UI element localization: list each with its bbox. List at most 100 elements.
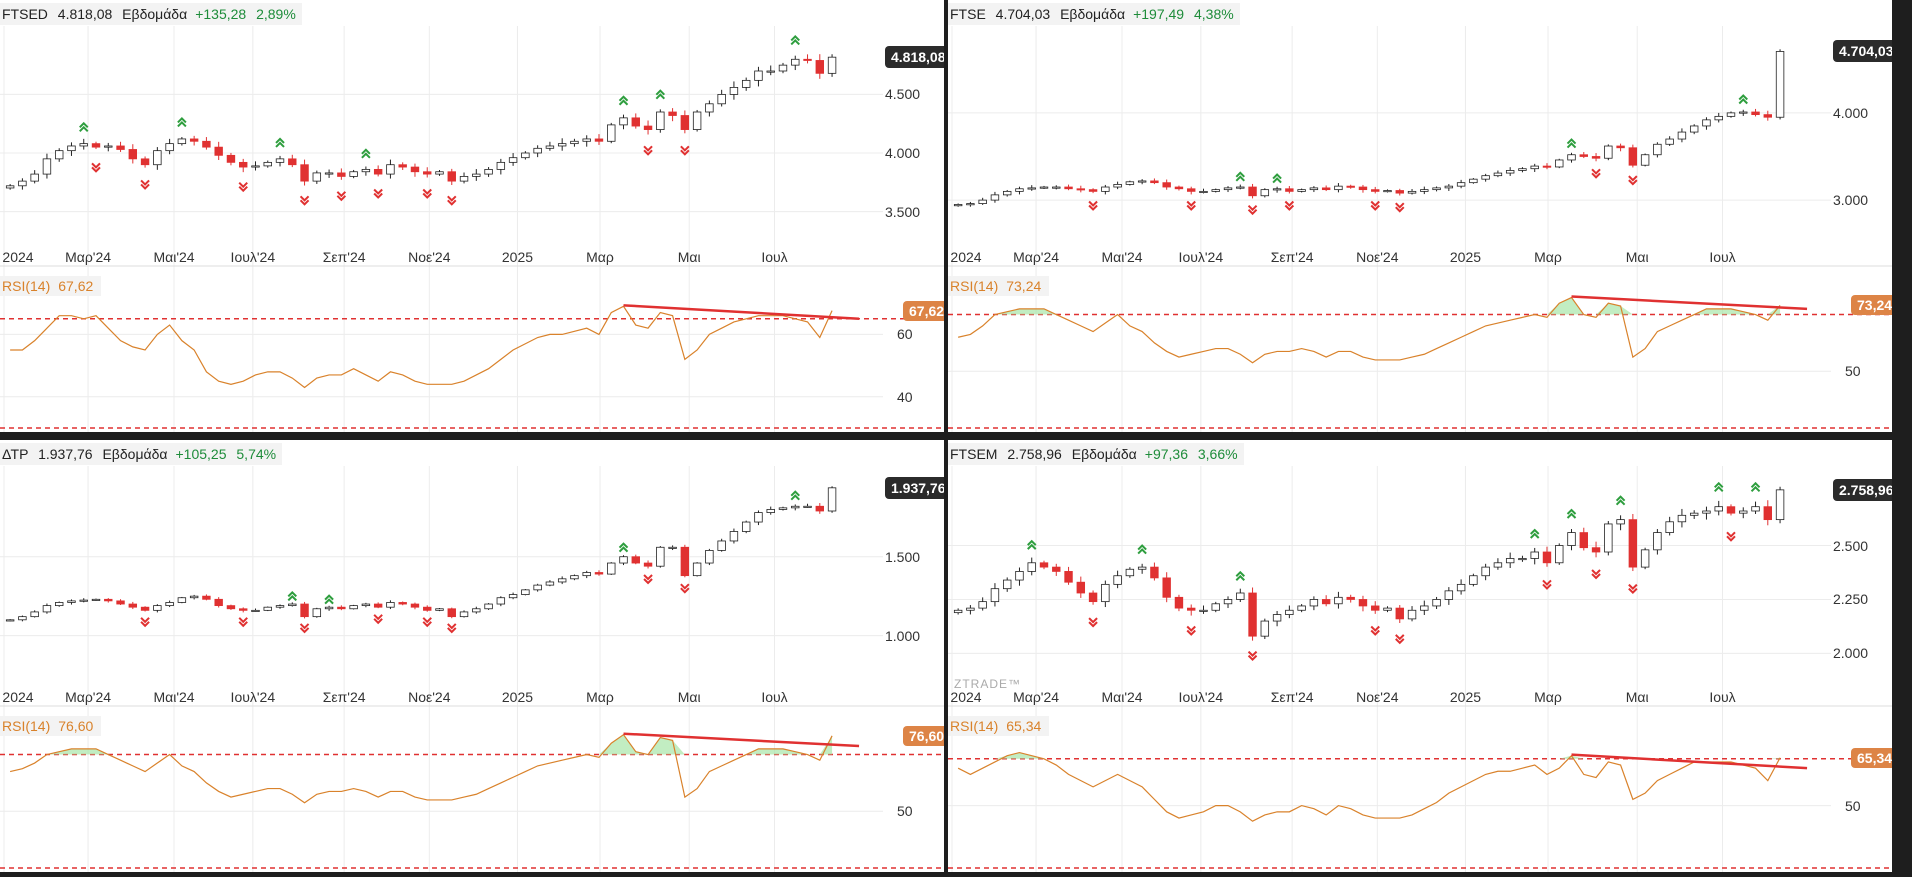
time-tick-label: Μαι'24 bbox=[153, 249, 195, 265]
last-price-label: 4.818,08 bbox=[57, 6, 113, 22]
candle-body bbox=[631, 556, 640, 564]
signal-down-arrow bbox=[1247, 650, 1258, 662]
candle-body bbox=[1334, 185, 1343, 191]
candle-body bbox=[116, 600, 125, 605]
candle-body bbox=[104, 598, 113, 602]
candle-body bbox=[1003, 190, 1012, 196]
candle-body bbox=[128, 603, 138, 608]
candle-body bbox=[656, 546, 665, 567]
candle-body bbox=[1309, 599, 1319, 607]
time-tick-label: Μαι bbox=[1625, 689, 1649, 705]
candle-body bbox=[668, 111, 677, 116]
candle-body bbox=[1088, 592, 1098, 603]
candle-body bbox=[1334, 596, 1343, 605]
price-tick-label: 4.000 bbox=[1833, 104, 1869, 121]
rsi-name: RSI(14) bbox=[950, 278, 999, 294]
symbol-label: FTSE bbox=[950, 6, 986, 22]
watermark-label: ZTRADE™ bbox=[954, 677, 1021, 691]
chart-title-bar: FTSE 4.704,03 Εβδομάδα +197,49 4,38% bbox=[948, 3, 1240, 25]
candle-body bbox=[189, 138, 199, 142]
signal-down-arrow bbox=[1186, 625, 1196, 636]
time-tick-label: Ιουλ'24 bbox=[1178, 249, 1224, 265]
candle-body bbox=[1039, 186, 1049, 189]
candle-body bbox=[1505, 170, 1515, 174]
candle-body bbox=[1358, 186, 1368, 191]
last-price-label: 1.937,76 bbox=[38, 446, 93, 462]
candle-body bbox=[1346, 596, 1355, 600]
candle-body bbox=[177, 138, 187, 145]
rsi-indicator-label: RSI(14) 73,24 bbox=[948, 276, 1050, 296]
candle-body bbox=[1248, 186, 1257, 197]
candle-body bbox=[1039, 562, 1049, 568]
candle-body bbox=[1689, 125, 1699, 133]
candle-body bbox=[239, 608, 248, 611]
rsi-tick-label: 50 bbox=[1845, 797, 1861, 814]
last-price-badge: 4.818,08 bbox=[885, 46, 944, 69]
time-tick-label: Νοε'24 bbox=[1356, 249, 1399, 265]
chart-title: FTSED 4.818,08 Εβδομάδα bbox=[2, 6, 187, 22]
candle-body bbox=[1113, 184, 1122, 188]
candle-body bbox=[337, 172, 346, 177]
change-value: +135,28 bbox=[195, 6, 247, 22]
candle-body bbox=[1763, 506, 1772, 521]
signal-up-arrow bbox=[1566, 138, 1577, 149]
time-tick-label: Σεπ'24 bbox=[322, 689, 366, 705]
candle-body bbox=[729, 531, 739, 542]
candle-body bbox=[1591, 156, 1601, 159]
candle-body bbox=[1076, 188, 1086, 191]
candle-body bbox=[717, 540, 726, 551]
candle-body bbox=[594, 572, 604, 575]
candle-body bbox=[1064, 571, 1073, 583]
candle-body bbox=[1223, 187, 1233, 191]
time-tick-label: 2024 bbox=[2, 249, 34, 265]
change-percent: 4,38% bbox=[1193, 6, 1234, 22]
candle-body bbox=[349, 605, 358, 610]
signal-up-arrow bbox=[1750, 481, 1761, 493]
price-tick-label: 2.250 bbox=[1833, 591, 1869, 608]
candle-body bbox=[815, 60, 824, 74]
signal-down-arrow bbox=[447, 623, 457, 634]
candle-body bbox=[288, 603, 297, 607]
candle-body bbox=[1383, 607, 1392, 611]
signal-down-arrow bbox=[447, 195, 457, 206]
price-tick-label: 3.500 bbox=[885, 203, 921, 220]
rsi-value-badge: 76,60 bbox=[903, 725, 944, 746]
candle-body bbox=[1015, 188, 1024, 192]
candle-body bbox=[631, 117, 640, 127]
signal-down-arrow bbox=[238, 617, 248, 628]
rsi-indicator-label: RSI(14) 76,60 bbox=[0, 716, 102, 736]
candle-body bbox=[251, 609, 260, 612]
candle-body bbox=[1383, 190, 1392, 193]
last-price-badge: 4.704,03 bbox=[1833, 40, 1892, 63]
time-tick-label: 2025 bbox=[501, 689, 534, 705]
candle-body bbox=[1162, 182, 1171, 188]
candle-body bbox=[582, 572, 591, 577]
candle-body bbox=[1714, 115, 1723, 121]
rsi-divergence-line bbox=[1571, 753, 1808, 770]
candle-body bbox=[373, 168, 383, 175]
candle-body bbox=[594, 138, 604, 142]
rsi-divergence-line bbox=[1571, 295, 1808, 311]
change-label: +97,36 3,66% bbox=[1145, 446, 1238, 462]
signal-up-arrow bbox=[324, 594, 334, 605]
candle-body bbox=[91, 598, 101, 601]
rsi-line bbox=[957, 751, 1781, 822]
candle-body bbox=[189, 595, 199, 599]
candle-body bbox=[1371, 605, 1380, 611]
candle-body bbox=[705, 550, 714, 564]
candle-body bbox=[1187, 188, 1196, 192]
candle-body bbox=[1297, 189, 1306, 192]
candle-body bbox=[67, 600, 76, 603]
candle-body bbox=[1150, 566, 1159, 579]
last-price-badge: 1.937,76 bbox=[885, 476, 944, 499]
candle-body bbox=[680, 115, 690, 130]
candle-body bbox=[116, 145, 125, 150]
candle-body bbox=[1027, 187, 1036, 190]
time-tick-label: Σεπ'24 bbox=[322, 249, 366, 265]
candle-body bbox=[1211, 189, 1220, 192]
candle-body bbox=[1064, 186, 1073, 190]
candle-body bbox=[312, 172, 322, 182]
rsi-divergence-line bbox=[623, 304, 860, 321]
price-tick-label: 4.500 bbox=[885, 86, 921, 103]
change-value: +197,49 bbox=[1133, 6, 1185, 22]
